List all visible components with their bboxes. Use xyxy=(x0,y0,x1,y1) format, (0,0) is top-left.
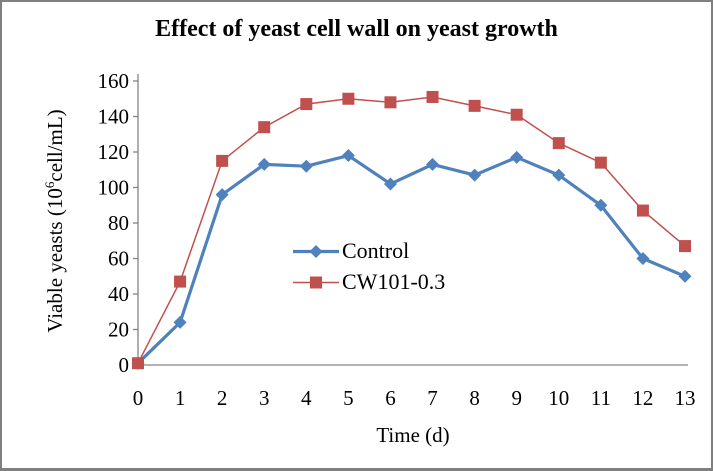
series-cw101-0-3-marker xyxy=(468,99,481,112)
x-tick-label: 8 xyxy=(469,386,480,410)
y-tick-label: 100 xyxy=(98,176,130,200)
x-tick-label: 5 xyxy=(343,386,354,410)
series-cw101-0-3-marker xyxy=(216,154,229,167)
series-control-marker xyxy=(426,157,440,171)
x-axis-label: Time (d) xyxy=(376,423,450,447)
series-cw101-0-3-marker xyxy=(426,90,439,103)
y-tick-label: 60 xyxy=(108,247,129,271)
series-cw101-0-3-marker xyxy=(552,137,565,150)
x-tick-label: 6 xyxy=(385,386,396,410)
series-control-marker xyxy=(215,188,229,202)
x-tick-label: 0 xyxy=(133,386,144,410)
legend: Control CW101-0.3 xyxy=(292,238,445,295)
legend-item-cw101: CW101-0.3 xyxy=(292,269,445,295)
cw101-square-marker-icon xyxy=(293,276,339,288)
series-control-marker xyxy=(678,269,692,283)
x-tick-label: 2 xyxy=(217,386,228,410)
y-tick-label: 120 xyxy=(98,140,130,164)
x-tick-label: 10 xyxy=(548,386,569,410)
y-tick-label: 140 xyxy=(98,105,130,129)
x-tick-label: 11 xyxy=(591,386,611,410)
y-axis-label-prefix: Viable yeasts (10 xyxy=(43,188,67,333)
y-tick-label: 20 xyxy=(108,318,129,342)
series-cw101-0-3-line xyxy=(137,96,686,364)
x-tick-label: 4 xyxy=(301,386,312,410)
series-control-marker xyxy=(468,168,482,182)
series-cw101-0-3-marker xyxy=(258,121,271,134)
series-control-marker xyxy=(341,149,355,163)
series-control-marker xyxy=(552,168,566,182)
series-control-marker xyxy=(510,150,524,164)
y-tick-label: 80 xyxy=(108,211,129,235)
legend-label-control: Control xyxy=(342,238,410,263)
y-axis-label: Viable yeasts (106cell/mL) xyxy=(42,109,68,332)
series-control-marker xyxy=(636,252,650,265)
series-cw101-0-3-marker xyxy=(132,357,144,370)
x-tick-label: 12 xyxy=(632,386,653,410)
series-control-line xyxy=(136,153,686,365)
x-tick-label: 3 xyxy=(259,386,270,410)
x-tick-label: 13 xyxy=(675,386,696,410)
y-axis-label-superscript: 6 xyxy=(42,181,57,189)
series-cw101-0-3-marker xyxy=(510,108,523,121)
y-tick-label: 40 xyxy=(108,282,129,306)
series-cw101-0-3-marker xyxy=(594,156,607,169)
series-cw101-0-3-marker xyxy=(384,96,397,109)
series-control-marker xyxy=(257,157,271,171)
series-cw101-0-3-marker xyxy=(300,98,313,111)
y-axis-label-suffix: cell/mL) xyxy=(43,109,67,182)
y-tick-label: 0 xyxy=(119,353,130,377)
control-diamond-marker-icon xyxy=(293,244,339,258)
y-tick-label: 160 xyxy=(98,69,130,93)
x-tick-label: 9 xyxy=(511,386,522,410)
series-control-marker xyxy=(594,198,608,212)
legend-label-cw101: CW101-0.3 xyxy=(342,269,446,294)
series-control-marker xyxy=(173,315,187,329)
series-control-marker xyxy=(299,159,313,173)
x-tick-label: 7 xyxy=(427,386,438,410)
chart-title: Effect of yeast cell wall on yeast growt… xyxy=(155,16,558,42)
series-control-marker xyxy=(383,177,397,191)
legend-item-control: Control xyxy=(292,238,445,264)
series-cw101-0-3-marker xyxy=(636,204,649,217)
series-cw101-0-3-marker xyxy=(174,275,187,288)
x-tick-label: 1 xyxy=(175,386,186,410)
series-cw101-0-3-marker xyxy=(342,92,355,105)
series-cw101-0-3-marker xyxy=(679,240,691,253)
